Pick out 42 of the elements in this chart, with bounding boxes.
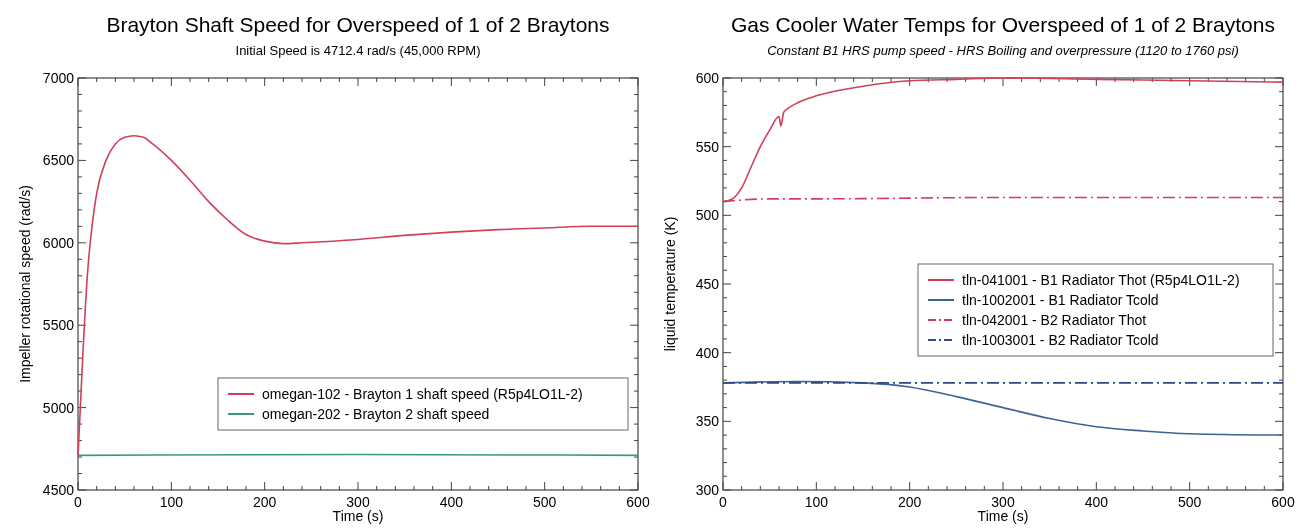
y-tick-label: 400 [695, 344, 720, 361]
x-axis-title: Time (s) [332, 508, 384, 524]
x-tick-label: 600 [1271, 494, 1295, 510]
y-axis-title: Impeller rotational speed (rad/s) [17, 185, 33, 383]
chart-subtitle: Constant B1 HRS pump speed - HRS Boiling and overpressure (1120 to 1760 psi) [767, 43, 1239, 58]
x-tick-label: 200 [252, 494, 277, 510]
y-axis-title: liquid temperature (K) [662, 216, 678, 352]
legend-label: tln-041001 - B1 Radiator Thot (R5p4LO1L-2) [962, 272, 1240, 288]
chart-title: Gas Cooler Water Temps for Overspeed of 1 of 2 Braytons [731, 13, 1275, 36]
y-tick-label: 500 [695, 207, 720, 224]
y-tick-label: 450 [695, 276, 720, 292]
y-tick-label: 550 [695, 138, 720, 155]
legend-label: tln-1002001 - B1 Radiator Tcold [962, 292, 1159, 308]
y-tick-label: 5000 [42, 399, 75, 416]
x-tick-label: 0 [74, 494, 83, 510]
y-tick-label: 600 [695, 70, 720, 86]
x-tick-label: 300 [346, 494, 370, 510]
legend-label: omegan-202 - Brayton 2 shaft speed [262, 406, 490, 422]
legend-label: tln-1003001 - B2 Radiator Tcold [962, 332, 1159, 348]
x-tick-label: 400 [1084, 494, 1109, 510]
x-tick-label: 500 [1177, 494, 1202, 510]
x-tick-label: 100 [804, 494, 829, 510]
x-tick-label: 300 [991, 494, 1015, 510]
line-series [77, 134, 639, 458]
y-tick-label: 300 [695, 482, 720, 498]
y-tick-label: 4500 [42, 482, 75, 498]
x-tick-label: 100 [159, 494, 184, 510]
legend-label: tln-042001 - B2 Radiator Thot [962, 312, 1147, 328]
chart-subtitle: Initial Speed is 4712.4 rad/s (45,000 RPM) [235, 43, 481, 58]
y-tick-label: 5500 [42, 317, 75, 334]
x-axis-title: Time (s) [977, 508, 1029, 524]
x-tick-label: 500 [532, 494, 557, 510]
y-tick-label: 6000 [42, 234, 75, 251]
y-tick-label: 6500 [42, 152, 75, 169]
x-tick-label: 600 [626, 494, 650, 510]
y-tick-label: 7000 [42, 70, 75, 86]
x-tick-label: 400 [439, 494, 464, 510]
x-tick-label: 200 [897, 494, 922, 510]
legend-label: omegan-102 - Brayton 1 shaft speed (R5p4LO1L-2) [262, 386, 583, 402]
x-tick-label: 0 [719, 494, 728, 510]
chart-title: Brayton Shaft Speed for Overspeed of 1 of 2 Braytons [106, 13, 610, 36]
y-tick-label: 350 [695, 413, 720, 430]
